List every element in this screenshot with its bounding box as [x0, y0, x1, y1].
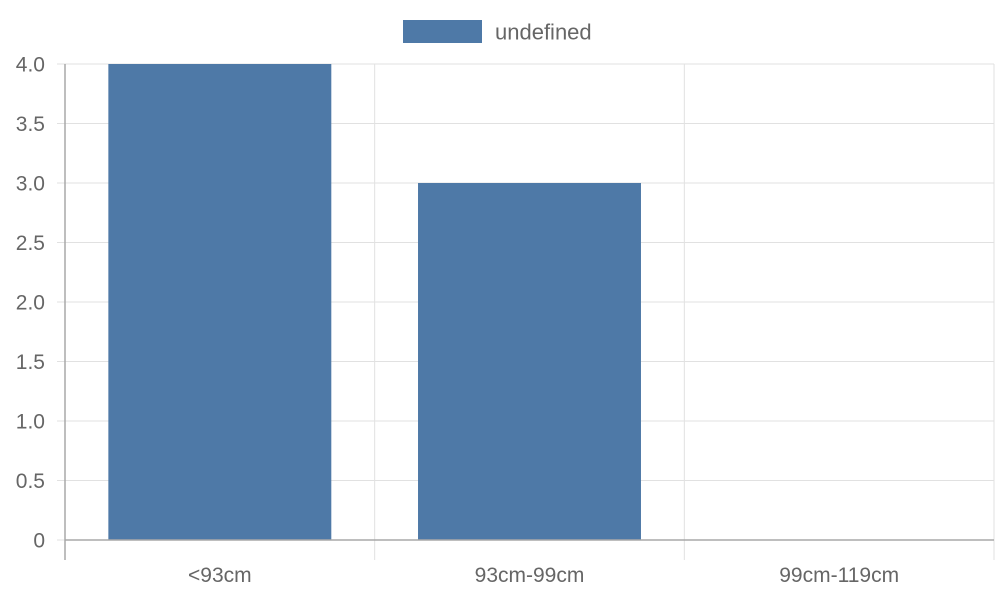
y-tick-label: 2.0: [16, 292, 45, 315]
y-tick-label: 2.5: [16, 232, 45, 255]
y-tick-label: 0: [33, 530, 45, 553]
y-tick-label: 1.0: [16, 411, 45, 434]
bar[interactable]: [108, 64, 332, 540]
y-axis-tick-labels: 0 0.5 1.0 1.5 2.0 2.5 3.0 3.5 4.0: [16, 54, 45, 553]
y-tick-label: 1.5: [16, 351, 45, 374]
x-axis-tick-labels: <93cm 93cm-99cm 99cm-119cm: [188, 564, 899, 587]
bars: [108, 64, 641, 540]
y-tick-label: 0.5: [16, 470, 45, 493]
x-tick-label: <93cm: [188, 564, 252, 587]
bar[interactable]: [418, 183, 641, 540]
x-tick-label: 99cm-119cm: [779, 564, 899, 587]
legend-label: undefined: [495, 20, 592, 45]
y-tick-label: 4.0: [16, 54, 45, 77]
y-tick-label: 3.0: [16, 173, 45, 196]
y-tick-label: 3.5: [16, 113, 45, 136]
legend-swatch[interactable]: [403, 20, 482, 43]
legend: undefined: [403, 20, 592, 45]
x-tick-label: 93cm-99cm: [475, 564, 585, 587]
axes: [64, 64, 994, 560]
